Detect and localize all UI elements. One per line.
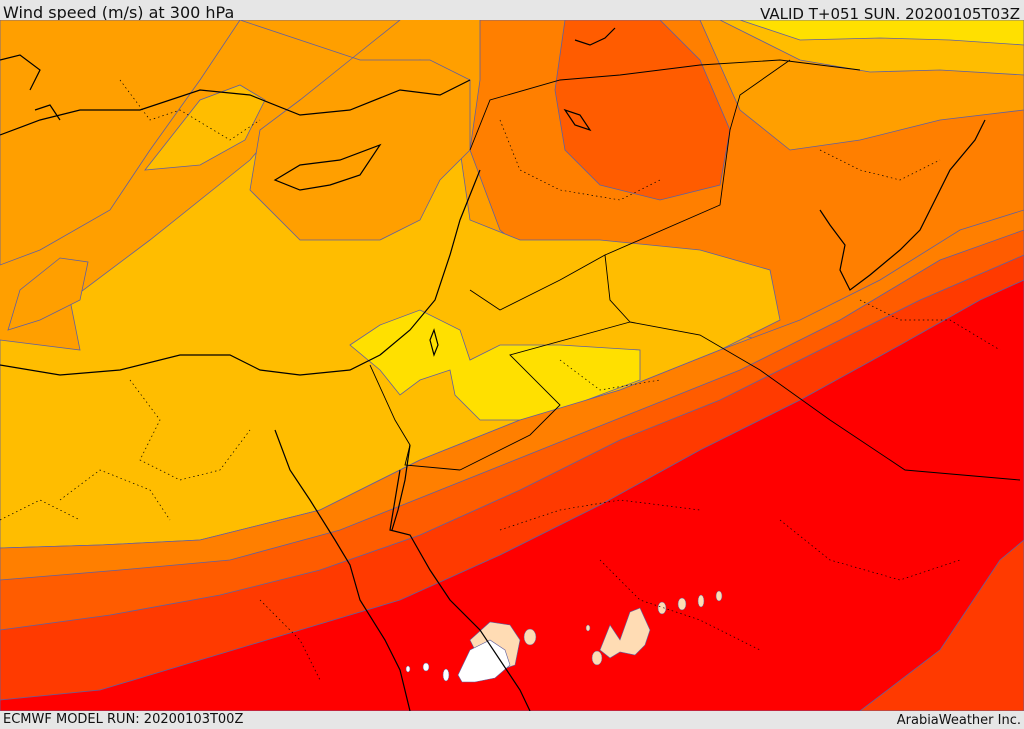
wind-speed-map — [0, 20, 1024, 711]
band-white-a — [457, 639, 511, 683]
map-title: Wind speed (m/s) at 300 hPa — [3, 3, 235, 22]
band-white-b — [442, 668, 450, 682]
map-footer: ECMWF MODEL RUN: 20200103T00Z ArabiaWeat… — [0, 711, 1024, 729]
band-light-orange-north-tongue — [144, 84, 266, 171]
band-peach-i — [585, 624, 591, 632]
band-red-orange-n — [554, 20, 731, 201]
band-peach-g — [697, 594, 705, 608]
band-white-c — [422, 662, 430, 672]
band-orange-west — [0, 20, 241, 266]
credit-label: ArabiaWeather Inc. — [896, 713, 1021, 728]
model-run-label: ECMWF MODEL RUN: 20200103T00Z — [3, 712, 244, 727]
map-header: Wind speed (m/s) at 300 hPa VALID T+051 … — [0, 0, 1024, 23]
band-peach-e — [657, 601, 667, 615]
valid-time: VALID T+051 SUN. 20200105T03Z — [760, 5, 1020, 23]
band-yellow-center — [349, 309, 641, 421]
band-peach-b — [599, 607, 651, 659]
band-white-d — [405, 665, 411, 673]
admin-boundaries — [0, 79, 1001, 681]
band-peach-h — [715, 590, 723, 602]
band-red-core — [0, 279, 1024, 711]
band-peach-d — [591, 650, 603, 666]
band-orange-north — [239, 20, 471, 241]
band-peach-f — [677, 597, 687, 611]
band-orange-red-se — [859, 539, 1024, 711]
borders — [369, 59, 1021, 481]
coastlines — [0, 27, 986, 711]
band-orange-island — [7, 257, 89, 331]
band-yellow-ne — [739, 20, 1024, 46]
band-peach-c — [523, 628, 537, 646]
